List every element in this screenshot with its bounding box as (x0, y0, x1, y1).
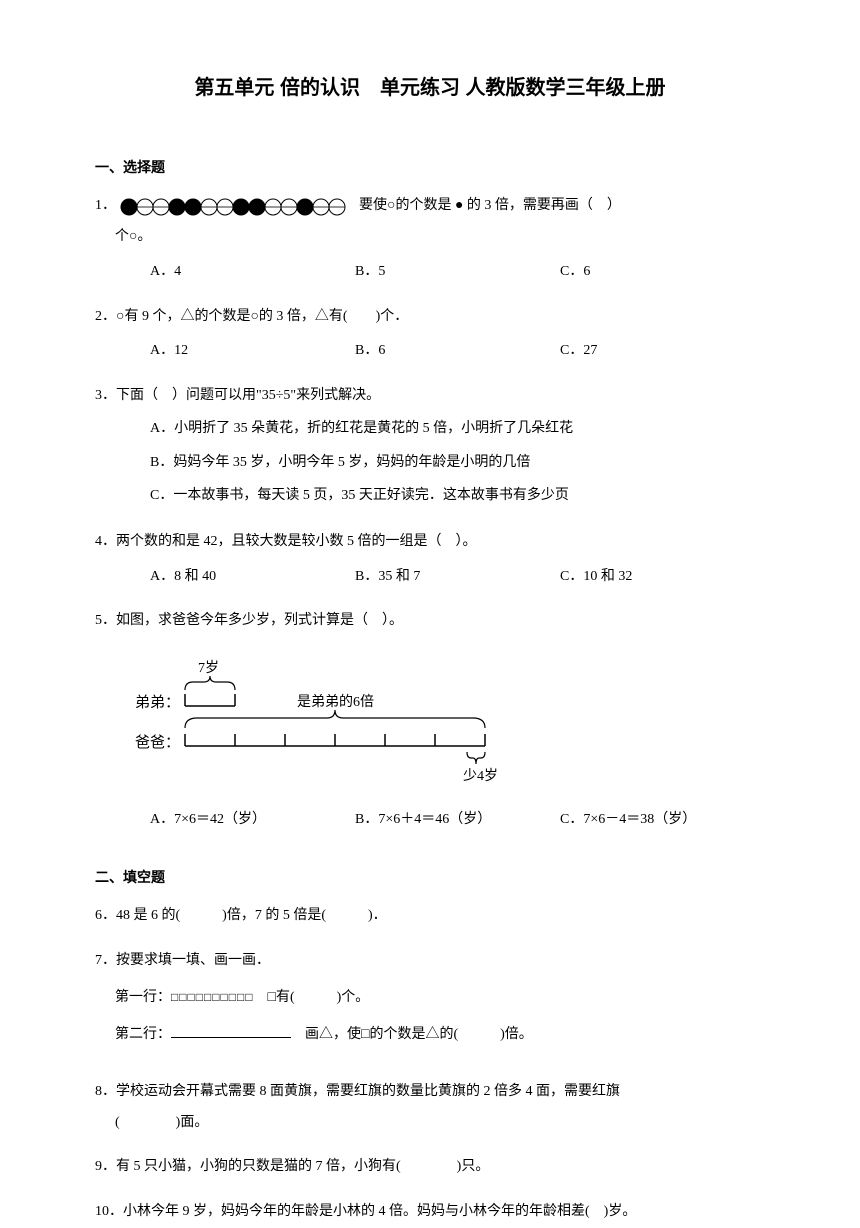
question-7: 7．按要求填一填、画一画． 第一行：□□□□□□□□□□ □有( )个。 第二行… (95, 946, 765, 1052)
q1-num: 1． (95, 191, 116, 222)
question-4: 4．两个数的和是 42，且较大数是较小数 5 倍的一组是（ ）。 A．8 和 4… (95, 527, 765, 593)
question-2: 2．○有 9 个，△的个数是○的 3 倍，△有( )个． A．12 B．6 C．… (95, 302, 765, 368)
question-9: 9．有 5 只小猫，小狗的只数是猫的 7 倍，小狗有( )只。 (95, 1152, 765, 1183)
q8-line2: ( )面。 (95, 1108, 765, 1139)
q4-option-b: B．35 和 7 (355, 562, 560, 593)
q7-row1-squares: □□□□□□□□□□ (171, 990, 253, 1004)
svg-text:弟弟：: 弟弟： (135, 694, 180, 711)
q3-text: 3．下面（ ）问题可以用"35÷5"来列式解决。 (95, 381, 765, 412)
q7-row1-label: 第一行： (115, 990, 171, 1005)
question-5: 5．如图，求爸爸今年多少岁，列式计算是（ ）。 弟弟： 7岁爸爸： 是弟弟的6倍少4… (95, 606, 765, 835)
q1-line2: 个○。 (95, 222, 765, 253)
q3-option-b: B．妈妈今年 35 岁，小明今年 5 岁，妈妈的年龄是小明的几倍 (150, 446, 765, 480)
q1-text-after: 要使○的个数是 ● 的 3 倍，需要再画（ ） (359, 191, 621, 222)
q8-line1: 8．学校运动会开幕式需要 8 面黄旗，需要红旗的数量比黄旗的 2 倍多 4 面，… (95, 1077, 765, 1108)
section2-heading: 二、填空题 (95, 866, 765, 891)
q4-option-c: C．10 和 32 (560, 562, 765, 593)
q5-text: 5．如图，求爸爸今年多少岁，列式计算是（ ）。 (95, 606, 765, 637)
svg-text:是弟弟的6倍: 是弟弟的6倍 (297, 694, 374, 710)
question-8: 8．学校运动会开幕式需要 8 面黄旗，需要红旗的数量比黄旗的 2 倍多 4 面，… (95, 1077, 765, 1139)
q5-option-b: B．7×6＋4＝46（岁） (355, 805, 560, 836)
q2-option-a: A．12 (150, 336, 355, 367)
q1-option-a: A．4 (150, 257, 355, 288)
q4-text: 4．两个数的和是 42，且较大数是较小数 5 倍的一组是（ ）。 (95, 527, 765, 558)
q7-row1-after: □有( )个。 (253, 990, 369, 1005)
page-title: 第五单元 倍的认识 单元练习 人教版数学三年级上册 (95, 70, 765, 106)
q2-option-c: C．27 (560, 336, 765, 367)
question-1: 1． 要使○的个数是 ● 的 3 倍，需要再画（ ） 个○。 A．4 B．5 C… (95, 191, 765, 287)
q7-row2-after: 画△，使□的个数是△的( )倍。 (291, 1027, 533, 1042)
q3-option-c: C．一本故事书，每天读 5 页，35 天正好读完．这本故事书有多少页 (150, 479, 765, 513)
section1-heading: 一、选择题 (95, 156, 765, 181)
q3-option-a: A．小明折了 35 朵黄花，折的红花是黄花的 5 倍，小明折了几朵红花 (150, 412, 765, 446)
q7-text: 7．按要求填一填、画一画． (95, 946, 765, 977)
question-6: 6．48 是 6 的( )倍，7 的 5 倍是( )． (95, 901, 765, 932)
svg-text:爸爸：: 爸爸： (135, 734, 180, 751)
svg-text:7岁: 7岁 (198, 660, 219, 676)
q7-row2-label: 第二行： (115, 1027, 171, 1042)
q5-diagram: 弟弟： 7岁爸爸： 是弟弟的6倍少4岁 (125, 652, 525, 782)
svg-text:少4岁: 少4岁 (463, 768, 498, 782)
q2-text: 2．○有 9 个，△的个数是○的 3 倍，△有( )个． (95, 302, 765, 333)
question-3: 3．下面（ ）问题可以用"35÷5"来列式解决。 A．小明折了 35 朵黄花，折… (95, 381, 765, 513)
q1-option-c: C．6 (560, 257, 765, 288)
q2-option-b: B．6 (355, 336, 560, 367)
q7-blank-line (171, 1024, 291, 1038)
q5-option-c: C．7×6－4＝38（岁） (560, 805, 765, 836)
q4-option-a: A．8 和 40 (150, 562, 355, 593)
question-10: 10．小林今年 9 岁，妈妈今年的年龄是小林的 4 倍。妈妈与小林今年的年龄相差… (95, 1197, 765, 1228)
q1-option-b: B．5 (355, 257, 560, 288)
q5-option-a: A．7×6＝42（岁） (150, 805, 355, 836)
q1-circles-diagram (120, 197, 355, 217)
